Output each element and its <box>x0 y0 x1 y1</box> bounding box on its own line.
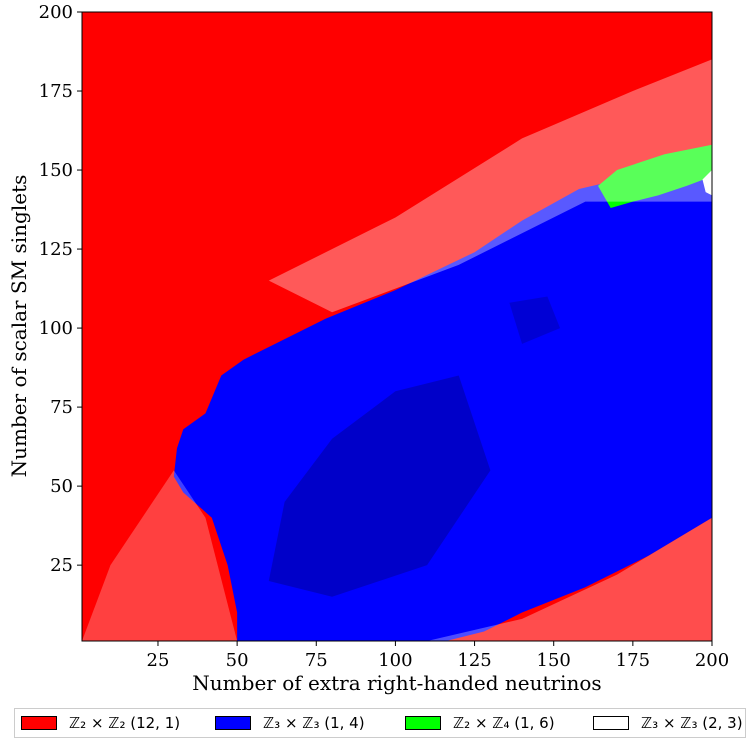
y-axis-label: Number of scalar SM singlets <box>7 175 31 478</box>
legend-label: ℤ₃ × ℤ₃ (2, 3) <box>641 714 743 732</box>
dark-blue-upper-patch <box>509 296 561 344</box>
x-tick-label: 150 <box>537 650 571 671</box>
light-red-lower-band <box>427 517 712 641</box>
y-tick-label: 200 <box>39 2 73 23</box>
x-tick-label: 125 <box>457 650 491 671</box>
x-axis-label: Number of extra right-handed neutrinos <box>192 671 601 695</box>
legend-swatch <box>215 716 251 730</box>
legend: ℤ₂ × ℤ₂ (12, 1) ℤ₃ × ℤ₃ (1, 4) ℤ₂ × ℤ₄ (1,… <box>14 708 746 738</box>
x-tick-label: 175 <box>616 650 650 671</box>
x-tick-label: 100 <box>378 650 412 671</box>
heatmap-regions <box>82 12 712 641</box>
legend-swatch <box>21 716 57 730</box>
x-axis-ticks: 25 50 75 100 125 150 175 200 <box>147 641 729 671</box>
plot-frame <box>81 11 713 642</box>
x-tick-label: 200 <box>695 650 729 671</box>
dark-blue-core <box>268 375 491 597</box>
y-tick-label: 100 <box>39 318 73 339</box>
y-tick-label: 150 <box>39 160 73 181</box>
light-red-band <box>268 59 712 313</box>
blue-region <box>173 151 712 641</box>
x-tick-label: 50 <box>226 650 249 671</box>
legend-swatch <box>405 716 441 730</box>
legend-label: ℤ₃ × ℤ₃ (1, 4) <box>263 714 365 732</box>
legend-swatch <box>593 716 629 730</box>
y-axis-ticks: 25 50 75 100 125 150 175 200 <box>39 2 82 576</box>
y-tick-label: 25 <box>50 555 73 576</box>
y-tick-label: 125 <box>39 239 73 260</box>
legend-label: ℤ₂ × ℤ₂ (12, 1) <box>69 714 181 732</box>
white-region <box>702 170 712 196</box>
y-tick-label: 175 <box>39 81 73 102</box>
green-region <box>598 144 712 208</box>
y-tick-label: 50 <box>50 476 73 497</box>
y-tick-label: 75 <box>50 397 73 418</box>
x-tick-label: 75 <box>305 650 328 671</box>
light-red-left-patch <box>82 470 238 641</box>
legend-label: ℤ₂ × ℤ₄ (1, 6) <box>453 714 555 732</box>
x-tick-label: 25 <box>147 650 170 671</box>
